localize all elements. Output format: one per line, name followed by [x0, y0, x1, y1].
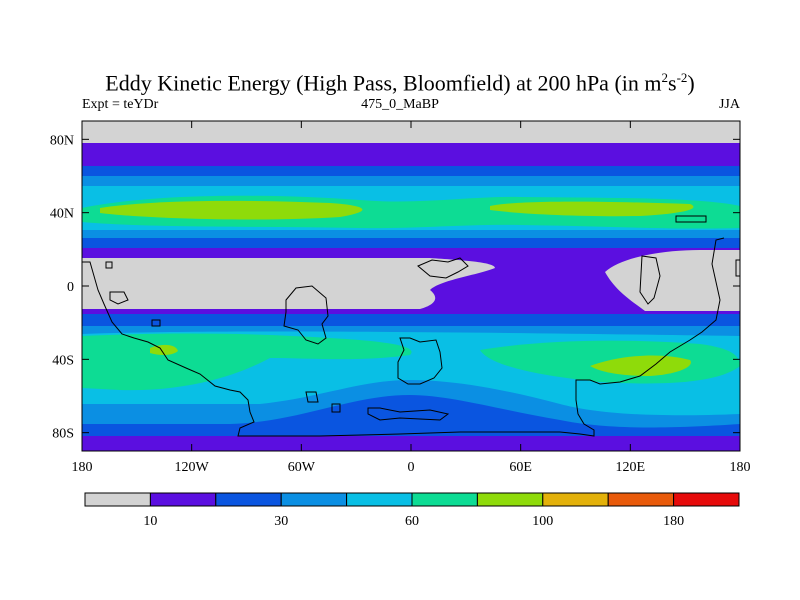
colorbar-swatch — [346, 492, 413, 507]
colorbar-swatch — [149, 492, 217, 507]
colorbar-label: 180 — [663, 514, 684, 529]
colorbar: 10 30 60 100 180 — [84, 492, 740, 529]
x-tick-label: 120E — [616, 460, 646, 475]
y-axis: 80N 40N 0 40S 80S — [50, 133, 740, 442]
y-tick-label: 40N — [50, 207, 74, 222]
colorbar-label: 100 — [532, 514, 553, 529]
run-label: 475_0_MaBP — [361, 97, 439, 112]
x-tick-label: 180 — [72, 460, 93, 475]
x-tick-label: 120W — [175, 460, 210, 475]
colorbar-label: 30 — [274, 514, 288, 529]
colorbar-swatch — [607, 492, 675, 507]
y-tick-label: 0 — [67, 280, 74, 295]
colorbar-swatch — [476, 492, 544, 507]
colorbar-label: 10 — [143, 514, 157, 529]
colorbar-swatch — [411, 492, 478, 507]
y-tick-label: 40S — [52, 353, 74, 368]
y-tick-label: 80N — [50, 133, 74, 148]
colorbar-swatch — [215, 492, 282, 507]
experiment-label: Expt = teYDr — [82, 97, 159, 112]
y-tick-label: 80S — [52, 427, 74, 442]
x-tick-label: 180 — [730, 460, 751, 475]
colorbar-swatch — [542, 492, 609, 507]
x-tick-label: 60E — [509, 460, 532, 475]
colorbar-swatch — [673, 492, 740, 507]
chart-title: Eddy Kinetic Energy (High Pass, Bloomfie… — [105, 70, 695, 96]
season-label: JJA — [718, 97, 740, 112]
contour-fill — [82, 121, 740, 451]
colorbar-label: 60 — [405, 514, 419, 529]
x-axis: 180 120W 60W 0 60E 120E 180 — [72, 121, 751, 475]
colorbar-swatch — [84, 492, 151, 507]
x-tick-label: 60W — [288, 460, 316, 475]
coastline-outlines — [82, 215, 740, 437]
colorbar-swatch — [280, 492, 348, 507]
x-tick-label: 0 — [408, 460, 415, 475]
